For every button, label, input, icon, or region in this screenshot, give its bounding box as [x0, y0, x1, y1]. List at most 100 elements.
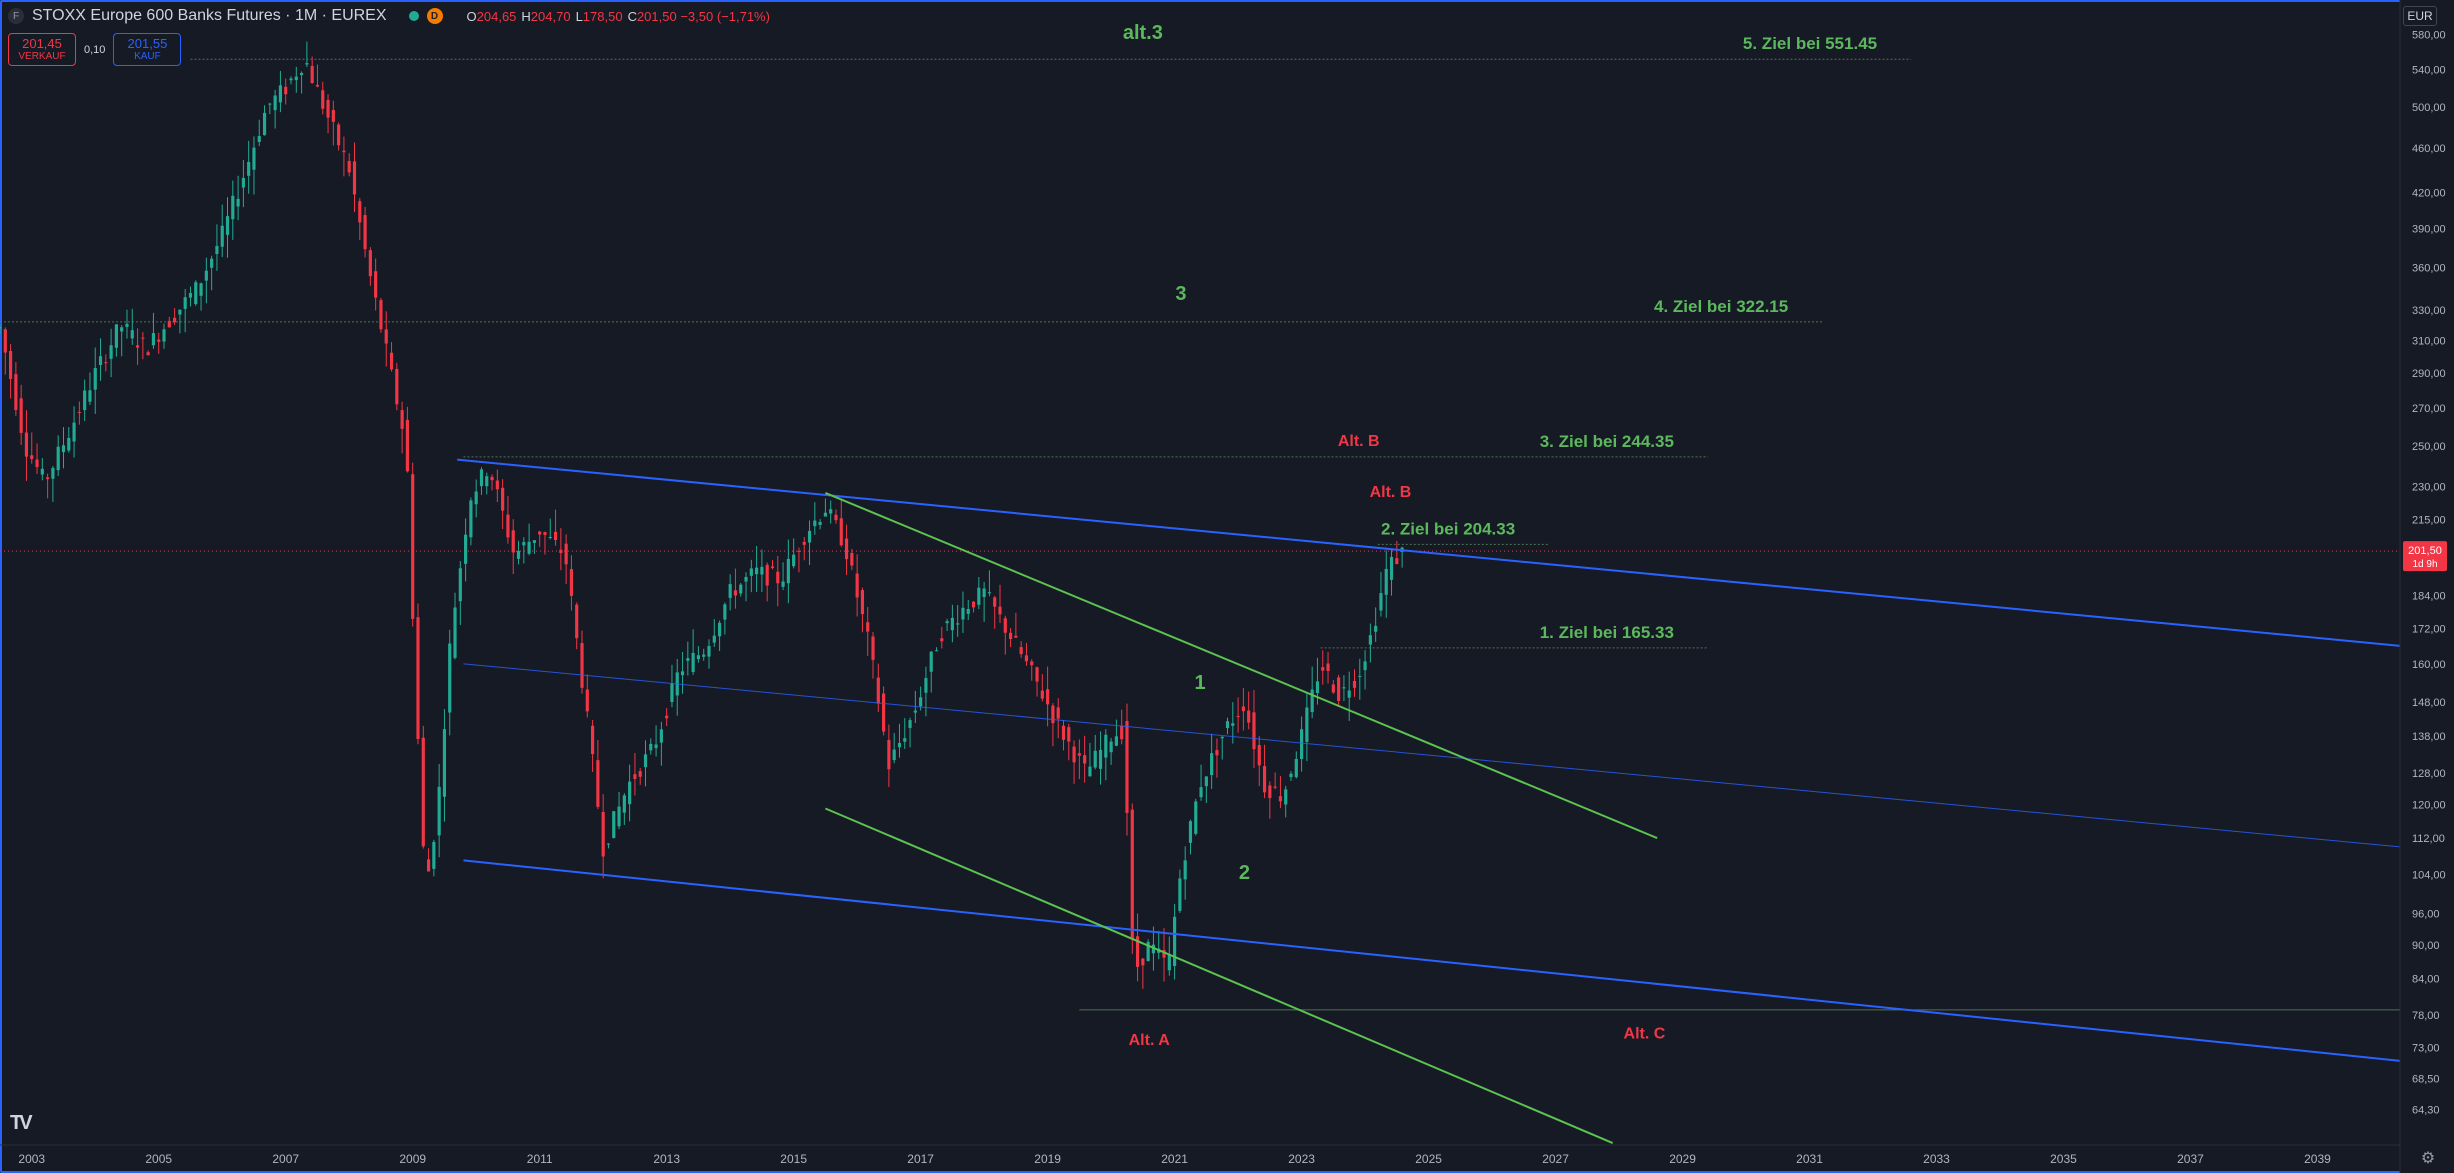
- candle: [829, 509, 833, 514]
- candle: [162, 329, 166, 342]
- target-label: 4. Ziel bei 322.15: [1654, 297, 1788, 316]
- price-tick-label: 120,00: [2412, 799, 2446, 811]
- candle: [1210, 753, 1214, 776]
- countdown-label: 1d 9h: [2412, 559, 2437, 570]
- market-status-icon[interactable]: [408, 11, 419, 21]
- price-tick-label: 160,00: [2412, 659, 2446, 671]
- candle: [553, 531, 558, 541]
- candle: [40, 468, 44, 475]
- buy-button[interactable]: 201,55 KAUF: [113, 33, 182, 66]
- candle: [1257, 745, 1261, 766]
- candle: [135, 345, 140, 348]
- candle: [374, 271, 378, 298]
- candle: [1284, 789, 1288, 805]
- currency-selector[interactable]: EUR: [2403, 6, 2437, 26]
- candle: [1114, 736, 1118, 746]
- time-tick-label: 2027: [1542, 1152, 1569, 1166]
- candle: [1199, 787, 1203, 798]
- price-tick-label: 104,00: [2412, 869, 2446, 881]
- time-tick-label: 2029: [1669, 1152, 1696, 1166]
- delayed-data-badge[interactable]: D: [426, 8, 443, 24]
- target-label: 1. Ziel bei 165.33: [1540, 623, 1674, 642]
- time-tick-label: 2013: [653, 1152, 680, 1166]
- candle: [1183, 860, 1187, 880]
- candle: [564, 543, 568, 565]
- candle: [950, 617, 954, 631]
- candle: [966, 609, 970, 614]
- candle: [1379, 593, 1383, 611]
- candle: [453, 607, 457, 658]
- candle: [585, 689, 589, 712]
- wave-label: Alt. C: [1624, 1026, 1666, 1043]
- candle: [717, 622, 722, 637]
- candle: [278, 85, 283, 103]
- symbol-legend: F STOXX Europe 600 Banks Futures · 1M · …: [8, 7, 770, 25]
- candle: [98, 356, 103, 365]
- candle: [210, 258, 214, 268]
- candle: [516, 550, 521, 559]
- candle: [802, 541, 806, 545]
- candle: [633, 774, 637, 779]
- price-tick-label: 96,00: [2412, 908, 2440, 920]
- symbol-icon[interactable]: F: [8, 8, 24, 24]
- candle: [1231, 723, 1235, 726]
- candle: [982, 588, 986, 598]
- candle: [1046, 689, 1050, 705]
- candle: [998, 606, 1002, 615]
- time-tick-label: 2039: [2304, 1152, 2331, 1166]
- candle: [1178, 878, 1182, 911]
- candle: [1241, 706, 1245, 712]
- candle: [88, 390, 92, 402]
- candle: [469, 500, 473, 538]
- candle: [1030, 661, 1034, 666]
- candle: [559, 549, 563, 554]
- candle: [14, 374, 18, 411]
- candle: [1278, 796, 1283, 802]
- price-tick-label: 90,00: [2412, 940, 2440, 952]
- candle: [315, 84, 320, 87]
- sell-button[interactable]: 201,45 VERKAUF: [8, 33, 76, 66]
- candle: [305, 63, 309, 65]
- candle: [442, 729, 447, 797]
- wave-trend-line: [825, 491, 1658, 840]
- candle: [797, 550, 801, 552]
- candle: [1098, 749, 1103, 769]
- candle: [1273, 786, 1277, 788]
- candle: [596, 760, 600, 807]
- ohlc-value: 204,65: [476, 8, 517, 24]
- candle: [1374, 625, 1378, 632]
- candle: [776, 571, 780, 584]
- candle: [755, 567, 759, 575]
- tradingview-logo[interactable]: TV: [10, 1112, 32, 1134]
- candle: [924, 678, 928, 693]
- candle: [744, 576, 748, 582]
- time-tick-label: 2031: [1796, 1152, 1823, 1166]
- candle: [30, 455, 34, 460]
- gear-icon[interactable]: ⚙: [2420, 1150, 2436, 1167]
- candle: [649, 743, 653, 751]
- candle: [1051, 705, 1055, 724]
- trend-channel-line: [457, 458, 2401, 647]
- ohlc-value: 204,70: [530, 8, 571, 24]
- candle: [51, 467, 55, 479]
- candle: [167, 320, 171, 328]
- candle: [178, 309, 182, 315]
- candle: [490, 476, 494, 481]
- price-tick-label: 84,00: [2412, 974, 2440, 986]
- price-tick-label: 230,00: [2412, 482, 2446, 494]
- price-tick-label: 420,00: [2412, 187, 2446, 199]
- candle: [67, 437, 71, 451]
- price-tick-label: 390,00: [2412, 223, 2446, 235]
- candle: [971, 601, 976, 608]
- candle: [977, 587, 981, 605]
- time-tick-label: 2007: [272, 1152, 299, 1166]
- candle: [1358, 675, 1362, 677]
- symbol-title[interactable]: STOXX Europe 600 Banks Futures · 1M · EU…: [32, 7, 387, 24]
- wave-trend-line: [825, 807, 1614, 1144]
- candle: [130, 330, 134, 339]
- candle: [665, 715, 669, 719]
- candle: [1135, 936, 1140, 967]
- candle: [19, 398, 23, 433]
- candle: [956, 623, 960, 625]
